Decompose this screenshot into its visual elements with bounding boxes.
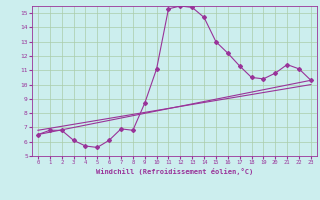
X-axis label: Windchill (Refroidissement éolien,°C): Windchill (Refroidissement éolien,°C) bbox=[96, 168, 253, 175]
